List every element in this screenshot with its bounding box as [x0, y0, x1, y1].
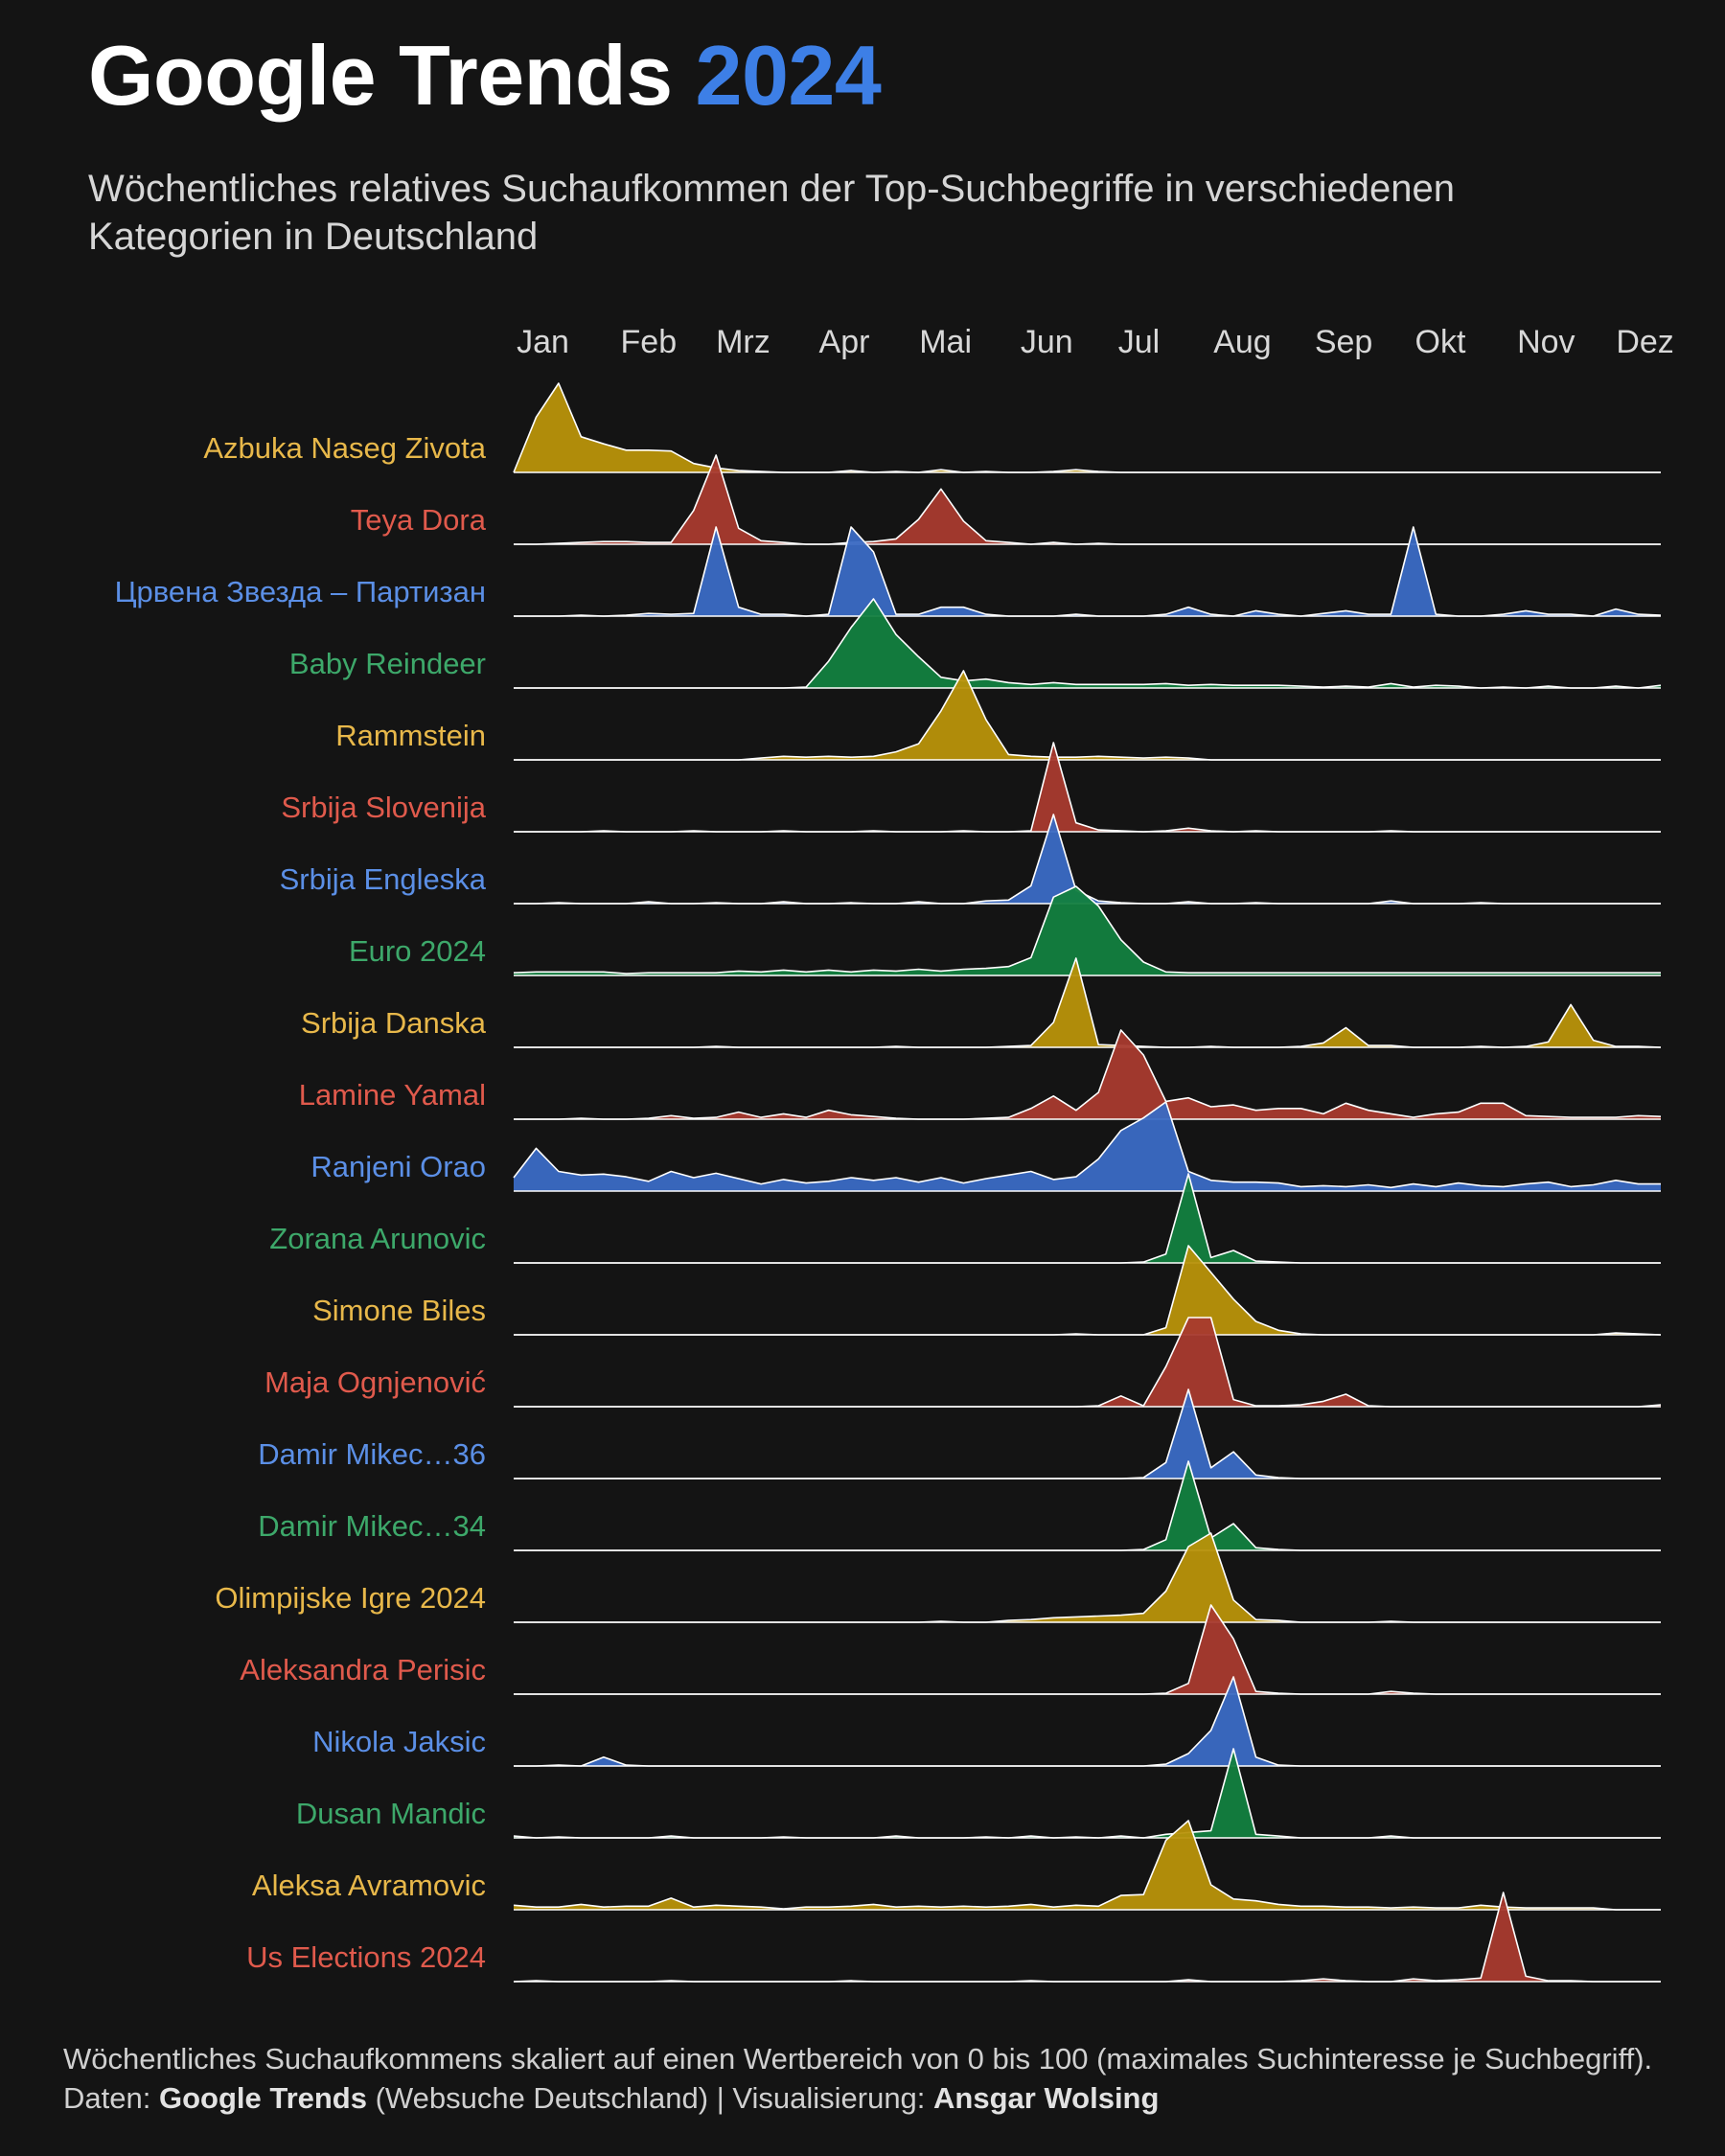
- ridge-8: Euro 2024: [349, 885, 1661, 976]
- ridge-4: Baby Reindeer: [289, 598, 1662, 689]
- ridge-20: Dusan Mandic: [296, 1748, 1661, 1839]
- ridge-area: [514, 1461, 1661, 1550]
- ridge-area: [514, 1749, 1661, 1838]
- series-label: Lamine Yamal: [299, 1078, 486, 1112]
- series-label: Nikola Jaksic: [312, 1725, 486, 1758]
- month-label-nov: Nov: [1517, 324, 1575, 360]
- ridge-7: Srbija Engleska: [280, 814, 1661, 905]
- month-label-feb: Feb: [621, 324, 678, 360]
- ridge-area: [514, 1246, 1661, 1335]
- ridge-13: Simone Biles: [312, 1245, 1662, 1336]
- series-label: Damir Mikec…34: [258, 1509, 486, 1543]
- series-label: Zorana Arunovic: [269, 1222, 486, 1255]
- ridge-10: Lamine Yamal: [299, 1029, 1662, 1120]
- month-label-sep: Sep: [1315, 324, 1373, 360]
- title-text: Google Trends: [88, 28, 673, 123]
- title-year: 2024: [695, 28, 882, 123]
- ridge-2: Teya Dora: [351, 454, 1661, 545]
- series-label: Srbija Engleska: [280, 862, 487, 896]
- series-label: Srbija Danska: [301, 1006, 487, 1040]
- ridge-outline: [514, 1460, 1661, 1551]
- footnote-text-2: (Websuche Deutschland) | Visualisierung:: [366, 2081, 934, 2115]
- ridgeline-chart: Jan Feb Mrz Apr Mai Jun Jul Aug Sep Okt Nov Dez Azbu…: [115, 324, 1674, 1983]
- series-label: Teya Dora: [351, 503, 487, 537]
- ridge-1: Azbuka Naseg Zivota: [203, 382, 1661, 473]
- month-label-jan: Jan: [517, 324, 569, 360]
- footnote-source: Google Trends: [158, 2081, 367, 2115]
- series-label: Azbuka Naseg Zivota: [203, 431, 486, 465]
- ridge-14: Maja Ognjenović: [264, 1317, 1662, 1408]
- month-label-aug: Aug: [1213, 324, 1272, 360]
- month-label-okt: Okt: [1415, 324, 1466, 360]
- month-label-mai: Mai: [919, 324, 972, 360]
- month-label-dez: Dez: [1616, 324, 1673, 360]
- ridge-11: Ranjeni Orao: [310, 1101, 1661, 1192]
- ridge-9: Srbija Danska: [301, 957, 1662, 1048]
- ridge-3: Црвена Звезда – Партизан: [115, 526, 1662, 617]
- footnote: Wöchentliches Suchaufkommens skaliert au…: [63, 2039, 1673, 2118]
- ridge-area: [514, 1677, 1661, 1766]
- ridge-area: [514, 1821, 1661, 1910]
- ridge-outline: [514, 1388, 1661, 1479]
- ridge-area: [514, 1102, 1661, 1191]
- series-label: Baby Reindeer: [289, 647, 486, 680]
- series-label: Црвена Звезда – Партизан: [115, 575, 486, 608]
- ridge-outline: [513, 1748, 1661, 1839]
- ridge-area: [514, 1533, 1661, 1622]
- chart-title: Google Trends 2024: [88, 27, 882, 125]
- series-label: Damir Mikec…36: [258, 1437, 486, 1471]
- ridge-6: Srbija Slovenija: [281, 742, 1661, 833]
- series-label: Rammstein: [335, 719, 486, 752]
- ridge-outline: [514, 1245, 1662, 1336]
- footnote-text-1: Wöchentliches Suchaufkommens skaliert au…: [63, 2042, 1653, 2115]
- ridge-18: Aleksandra Perisic: [240, 1604, 1661, 1695]
- ridge-outline: [514, 1029, 1662, 1120]
- ridge-outline: [513, 1820, 1661, 1911]
- ridge-16: Damir Mikec…34: [258, 1460, 1661, 1551]
- month-label-mrz: Mrz: [716, 324, 770, 360]
- series-label: Maja Ognjenović: [264, 1365, 486, 1399]
- ridge-outline: [513, 382, 1661, 473]
- ridge-19: Nikola Jaksic: [312, 1676, 1661, 1767]
- ridge-22: Us Elections 2024: [246, 1892, 1661, 1983]
- ridge-outline: [513, 1101, 1661, 1189]
- series-label: Dusan Mandic: [296, 1797, 486, 1830]
- ridge-outline: [514, 1317, 1662, 1408]
- series-label: Aleksandra Perisic: [240, 1653, 486, 1686]
- ridge-outline: [513, 885, 1661, 975]
- footnote-author: Ansgar Wolsing: [933, 2081, 1160, 2115]
- month-label-jun: Jun: [1021, 324, 1073, 360]
- series-label: Olimpijske Igre 2024: [215, 1581, 486, 1615]
- month-label-jul: Jul: [1118, 324, 1160, 360]
- ridge-outline: [514, 1676, 1661, 1767]
- chart-subtitle: Wöchentliches relatives Suchaufkommen de…: [88, 168, 1455, 258]
- series-label: Euro 2024: [349, 934, 486, 968]
- ridge-outline: [514, 1532, 1661, 1623]
- ridge-5: Rammstein: [335, 670, 1661, 761]
- ridge-12: Zorana Arunovic: [269, 1173, 1661, 1264]
- series-label: Ranjeni Orao: [310, 1150, 486, 1183]
- ridge-area: [514, 886, 1661, 975]
- ridge-area: [514, 599, 1661, 688]
- month-label-apr: Apr: [819, 324, 870, 360]
- series-label: Simone Biles: [312, 1294, 486, 1327]
- ridge-17: Olimpijske Igre 2024: [215, 1532, 1661, 1623]
- ridge-area: [514, 383, 1661, 472]
- series-label: Aleksa Avramovic: [252, 1869, 486, 1902]
- series-label: Srbija Slovenija: [281, 791, 486, 824]
- ridge-21: Aleksa Avramovic: [252, 1820, 1661, 1911]
- ridge-area: [514, 1318, 1661, 1407]
- series-label: Us Elections 2024: [246, 1940, 486, 1974]
- ridge-area: [514, 1389, 1661, 1479]
- ridge-15: Damir Mikec…36: [258, 1388, 1661, 1479]
- ridge-outline: [514, 598, 1662, 689]
